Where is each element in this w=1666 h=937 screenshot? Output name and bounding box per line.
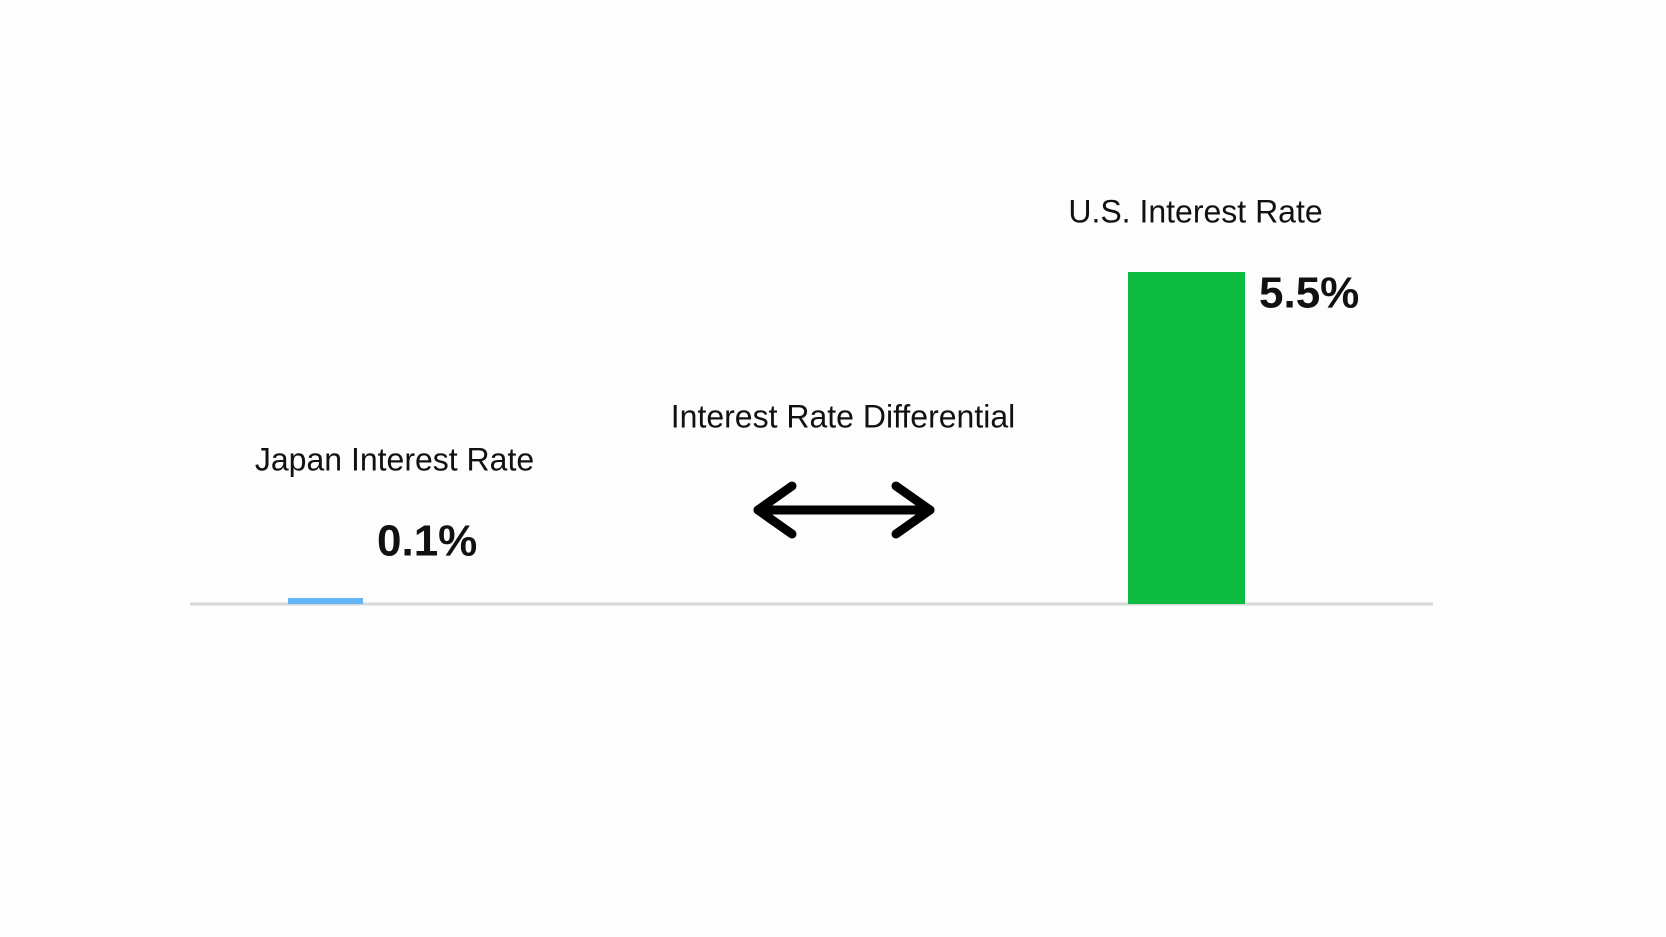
category-label: Japan Interest Rate (255, 441, 534, 477)
value-label: 5.5% (1259, 269, 1359, 318)
annotation: Interest Rate Differential (671, 398, 1015, 434)
double-arrow (753, 481, 935, 539)
bar (288, 597, 363, 604)
category-label: U.S. Interest Rate (1068, 193, 1322, 229)
value-label: 0.1% (377, 517, 477, 566)
bar (1128, 272, 1245, 604)
